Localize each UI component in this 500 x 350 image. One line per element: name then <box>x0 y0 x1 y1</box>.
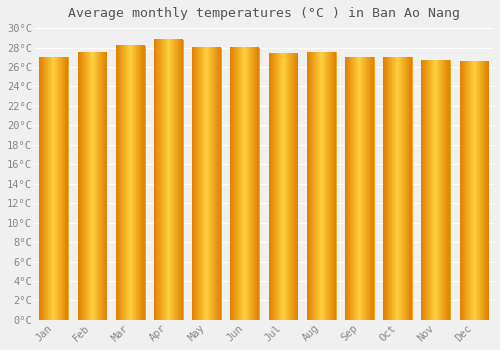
Bar <box>268 53 298 320</box>
Bar <box>116 46 144 320</box>
Bar <box>345 57 374 320</box>
Bar <box>460 61 488 320</box>
Bar <box>40 57 68 320</box>
Bar <box>78 52 106 320</box>
Title: Average monthly temperatures (°C ) in Ban Ao Nang: Average monthly temperatures (°C ) in Ba… <box>68 7 460 20</box>
Bar <box>230 48 259 320</box>
Bar <box>307 52 336 320</box>
Bar <box>154 40 182 320</box>
Bar <box>383 57 412 320</box>
Bar <box>422 60 450 320</box>
Bar <box>192 48 221 320</box>
